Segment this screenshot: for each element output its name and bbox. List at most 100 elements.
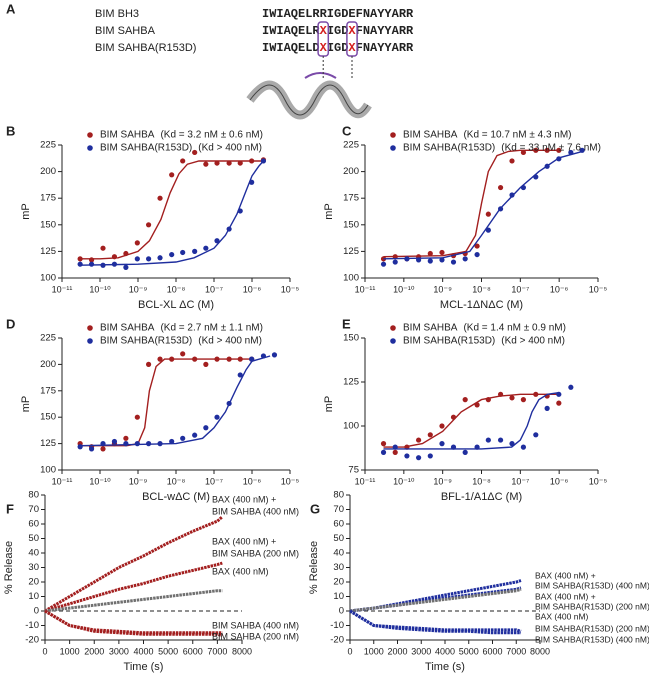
y-tick-label: 100	[40, 465, 56, 476]
data-point	[111, 438, 118, 445]
data-point	[214, 414, 220, 420]
data-point	[462, 449, 468, 455]
x-tick-label: 5000	[158, 646, 178, 656]
legend-label: BIM SAHBA(R153D)	[403, 143, 495, 154]
y-tick-label: 30	[28, 562, 39, 573]
data-point	[474, 402, 480, 408]
trace-label: BAX (400 nM) +	[212, 536, 276, 546]
trace-label: BAX (400 nM) +	[212, 494, 276, 504]
x-tick-label: 10⁻¹⁰	[393, 284, 415, 294]
data-point	[415, 257, 422, 263]
y-tick-label: 70	[333, 504, 344, 515]
trace-label: BIM SAHBA(R153D) (400 nM)	[535, 634, 649, 644]
data-point	[214, 160, 220, 166]
y-tick-label: 60	[333, 519, 344, 530]
trace-label: BAX (400 nM) +	[535, 591, 596, 601]
data-point	[169, 438, 175, 445]
data-point	[237, 372, 243, 378]
data-point	[450, 444, 457, 450]
data-point	[450, 414, 457, 420]
release-trace	[349, 609, 522, 633]
x-axis-label: Time (s)	[425, 661, 465, 673]
y-axis-label: mP	[323, 203, 335, 220]
data-point	[214, 356, 220, 362]
y-tick-label: 100	[40, 273, 56, 284]
fit-curve	[383, 149, 560, 258]
x-tick-label: 8000	[530, 646, 550, 656]
fit-curve	[80, 358, 252, 447]
x-tick-label: 1000	[60, 646, 80, 656]
data-point	[568, 384, 574, 390]
data-point	[474, 251, 480, 258]
data-point	[77, 444, 83, 450]
data-point	[134, 240, 140, 246]
peptide-name: BIM SAHBA	[95, 25, 156, 37]
data-point	[226, 160, 232, 166]
data-point	[497, 184, 504, 191]
data-point	[180, 249, 186, 256]
data-point	[474, 243, 480, 249]
x-tick-label: 10⁻⁸	[167, 284, 186, 294]
trace-label: BIM SAHBA (400 nM)	[212, 506, 299, 516]
y-axis-label: % Release	[308, 541, 320, 594]
data-point	[134, 414, 140, 420]
fit-curve	[383, 393, 560, 448]
trace-label: BAX (400 nM) +	[535, 570, 596, 580]
data-point	[533, 174, 539, 180]
trace-label: BIM SAHBA (200 nM)	[212, 631, 299, 641]
x-tick-label: 10⁻¹⁰	[89, 284, 111, 294]
fit-curve	[383, 391, 560, 450]
data-point	[427, 258, 433, 264]
legend-marker	[390, 338, 396, 344]
legend-label: BIM SAHBA	[403, 323, 458, 334]
data-point	[568, 149, 574, 156]
data-point	[100, 245, 106, 251]
y-axis-label: mP	[20, 203, 32, 220]
data-point	[145, 361, 152, 367]
panel-label: D	[6, 316, 15, 331]
x-tick-label: 8000	[232, 646, 252, 656]
x-tick-label: 10⁻¹¹	[355, 284, 376, 294]
data-point	[88, 446, 95, 452]
data-point	[237, 208, 243, 214]
y-tick-label: 50	[333, 533, 344, 544]
data-point	[180, 435, 186, 441]
data-point	[169, 251, 175, 258]
data-point	[145, 441, 152, 447]
data-point	[520, 397, 527, 403]
x-tick-label: 4000	[435, 646, 455, 656]
y-tick-label: 100	[343, 273, 359, 284]
peptide-sequence: IWIAQELDXIGDXFNAYYARR	[262, 41, 414, 55]
data-point	[485, 227, 491, 233]
y-tick-label: 40	[28, 548, 39, 559]
trace-label: BAX (400 nM)	[212, 566, 269, 576]
data-point	[392, 259, 398, 265]
y-tick-label: 10	[333, 591, 344, 602]
x-axis-label: Time (s)	[124, 661, 164, 673]
data-point	[556, 400, 562, 406]
y-tick-label: -20	[25, 635, 39, 646]
x-tick-label: 10⁻⁵	[281, 476, 300, 486]
data-point	[169, 356, 175, 362]
kd-label: (Kd = 3.2 nM ± 0.6 nM)	[160, 130, 262, 141]
trace-label: BIM SAHBA(R153D) (400 nM)	[535, 580, 649, 590]
data-point	[237, 160, 243, 166]
data-point	[462, 256, 468, 262]
y-tick-label: 20	[28, 577, 39, 588]
x-tick-label: 10⁻¹¹	[52, 476, 73, 486]
data-point	[271, 352, 278, 358]
data-point	[157, 441, 163, 447]
data-point	[180, 351, 186, 357]
data-point	[157, 356, 163, 362]
release-trace	[44, 609, 223, 635]
y-tick-label: 225	[343, 140, 359, 151]
data-point	[157, 195, 163, 201]
y-tick-label: 0	[34, 606, 39, 617]
x-tick-label: 0	[347, 646, 352, 656]
data-point	[497, 391, 504, 397]
data-point	[392, 444, 398, 450]
data-point	[249, 356, 255, 362]
x-tick-label: 10⁻⁸	[167, 476, 186, 486]
x-tick-label: 10⁻⁵	[281, 284, 300, 294]
data-point	[249, 158, 255, 164]
